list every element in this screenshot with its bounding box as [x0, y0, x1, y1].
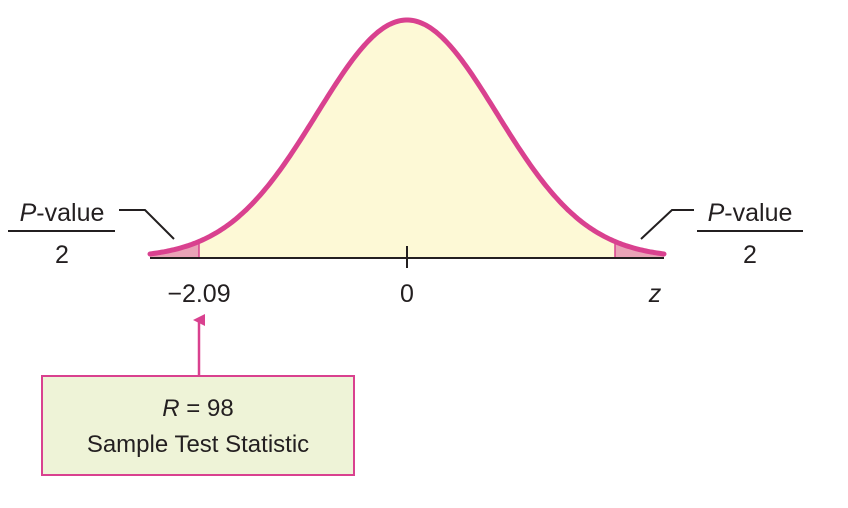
- statistic-symbol: R: [162, 395, 179, 422]
- normal-curve: [147, 17, 667, 257]
- right-pvalue-numerator: P-value: [708, 199, 793, 227]
- statistic-box: [41, 375, 355, 476]
- right-pvalue-denominator: 2: [743, 241, 757, 269]
- left-leader-line: [119, 209, 175, 240]
- statistic-value: = 98: [180, 395, 234, 422]
- tick-label-center: 0: [400, 280, 414, 308]
- left-pvalue-denominator: 2: [55, 241, 69, 269]
- left-pvalue-symbol: P: [20, 199, 37, 227]
- left-pvalue-rest: -value: [36, 199, 104, 227]
- right-pvalue-symbol: P: [708, 199, 725, 227]
- axis-variable-label: z: [648, 280, 662, 308]
- left-pvalue-numerator: P-value: [20, 199, 105, 227]
- statistic-caption: Sample Test Statistic: [87, 431, 309, 458]
- curve-area: [199, 20, 615, 258]
- right-pvalue-rest: -value: [724, 199, 792, 227]
- right-leader-line: [640, 209, 694, 240]
- statistic-equation: R = 98: [162, 395, 233, 422]
- tick-label-left: −2.09: [167, 280, 230, 308]
